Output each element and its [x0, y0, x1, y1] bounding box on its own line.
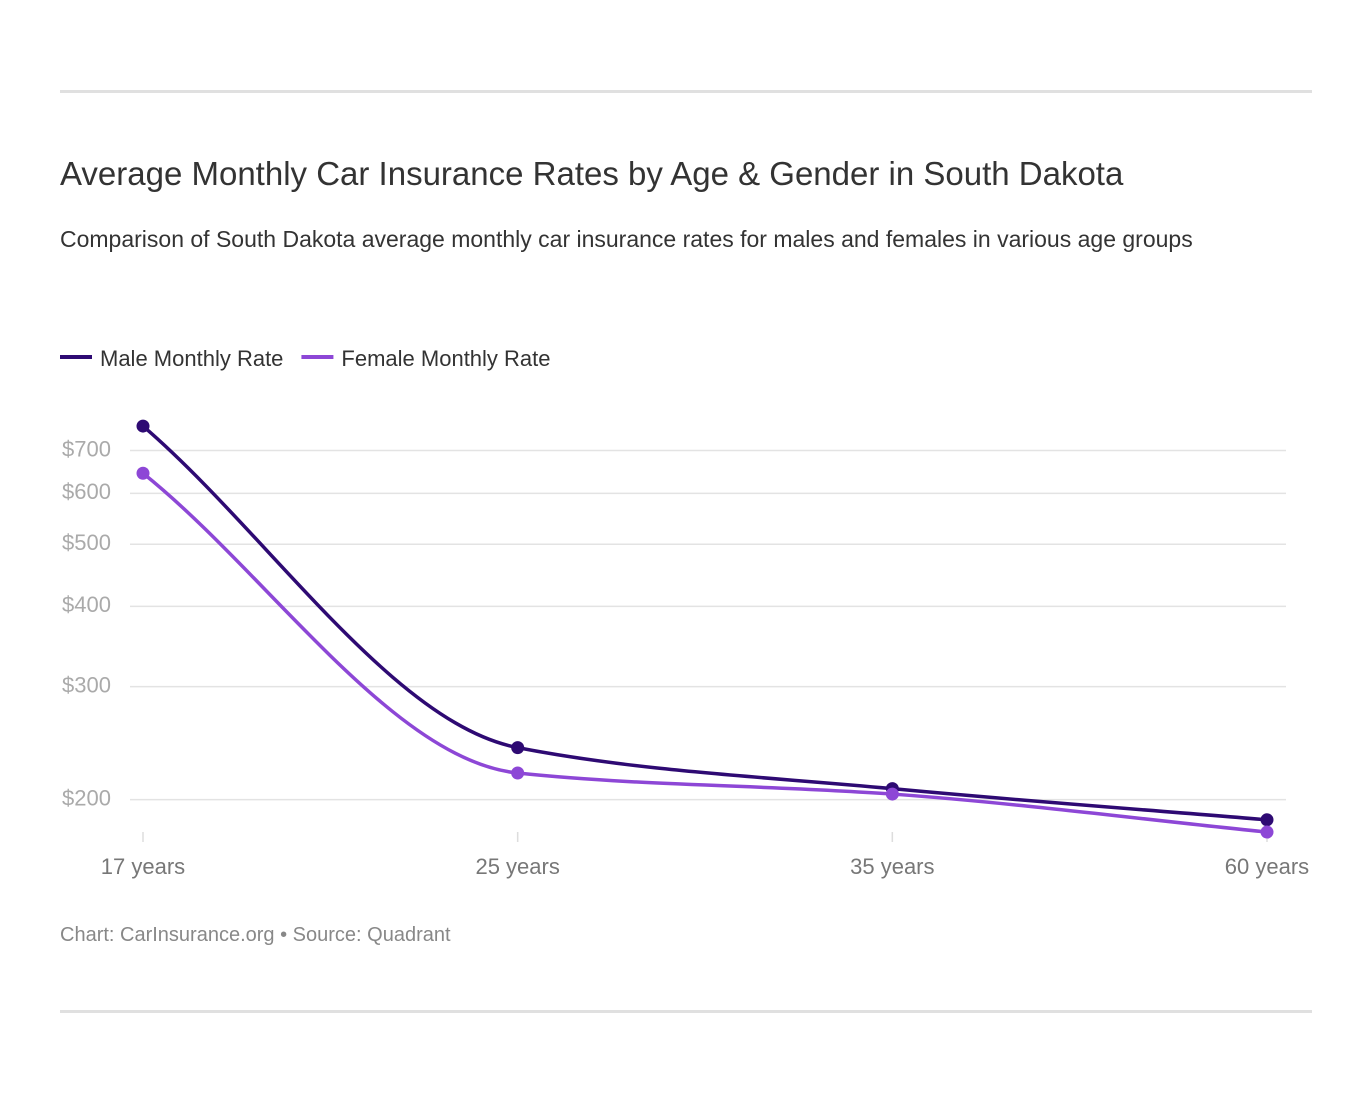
point: [1260, 813, 1274, 827]
y-tick-label: $400: [62, 592, 111, 617]
chart-footer: Chart: CarInsurance.org • Source: Quadra…: [60, 924, 451, 946]
x-tick-label: 35 years: [850, 854, 934, 879]
point: [511, 766, 525, 780]
line: [141, 471, 1268, 834]
point: [136, 419, 150, 433]
x-tick-label: 60 years: [1225, 854, 1309, 879]
point: [136, 466, 150, 480]
y-tick-label: $700: [62, 436, 111, 461]
point: [885, 787, 899, 801]
x-tick-label: 25 years: [475, 854, 559, 879]
top-rule: [60, 90, 1312, 93]
y-tick-label: $200: [62, 785, 111, 810]
y-tick-label: $600: [62, 479, 111, 504]
line: [141, 424, 1268, 822]
legend-label: Male Monthly Rate: [100, 346, 283, 371]
x-tick-label: 17 years: [101, 854, 185, 879]
chart-subtitle: Comparison of South Dakota average month…: [60, 226, 1193, 252]
point: [1260, 825, 1274, 839]
bottom-rule: [60, 1010, 1312, 1013]
point: [511, 741, 525, 755]
y-tick-label: $500: [62, 530, 111, 555]
chart-title: Average Monthly Car Insurance Rates by A…: [60, 155, 1124, 192]
y-tick-label: $300: [62, 672, 111, 697]
legend-label: Female Monthly Rate: [341, 346, 550, 371]
